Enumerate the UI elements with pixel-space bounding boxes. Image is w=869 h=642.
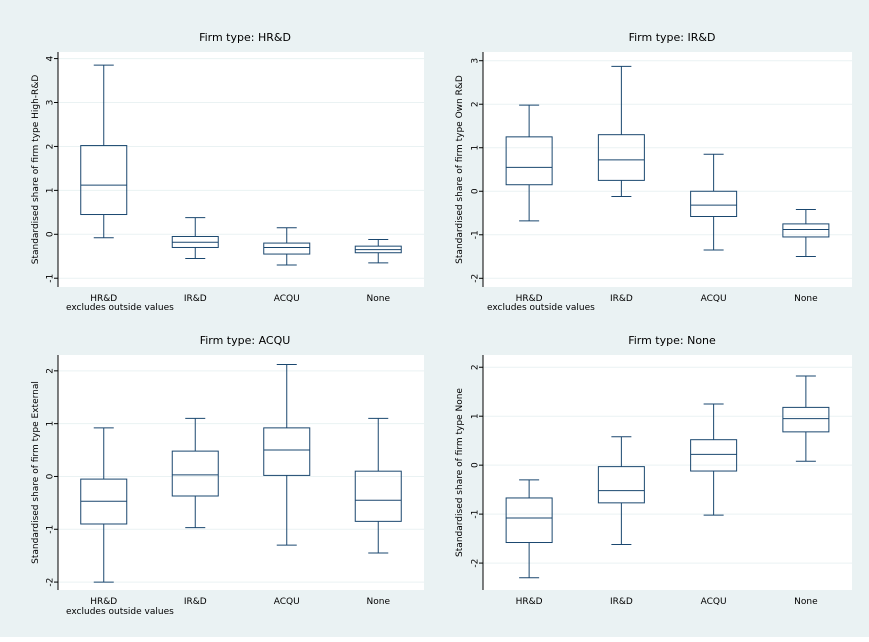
plot-area	[58, 355, 424, 590]
x-category-label: ACQU	[274, 294, 300, 304]
y-tick-label: 1	[46, 421, 56, 427]
box-iqr	[690, 190, 738, 218]
y-tick-label: -2	[471, 274, 481, 283]
plot-area	[483, 52, 852, 287]
y-tick-label: 4	[46, 55, 56, 61]
y-axis-label: Standardised share of firm type Own R&D	[455, 75, 465, 264]
y-tick-label: 2	[471, 364, 481, 370]
x-category-label: None	[367, 597, 391, 607]
plot-area	[483, 355, 852, 590]
box-iqr	[263, 427, 311, 476]
y-tick-label: 2	[471, 101, 481, 107]
y-axis-label: Standardised share of firm type External	[31, 381, 41, 564]
note-text: excludes outside values	[487, 303, 595, 313]
x-category-label: IR&D	[610, 597, 633, 607]
y-tick-label: -1	[46, 525, 56, 534]
y-tick-label: -2	[46, 578, 56, 587]
box-iqr	[505, 136, 553, 186]
panel-title: Firm type: None	[628, 334, 716, 347]
plot-area	[58, 52, 424, 287]
y-tick-label: 2	[46, 144, 56, 150]
box-iqr	[597, 134, 645, 181]
box-iqr	[171, 450, 219, 497]
x-category-label: None	[367, 294, 391, 304]
y-tick-label: 1	[46, 187, 56, 193]
x-category-label: None	[794, 597, 818, 607]
x-category-label: HR&D	[516, 597, 543, 607]
y-tick-label: 0	[46, 231, 56, 237]
y-axis-label: Standardised share of firm type None	[455, 388, 465, 557]
note-text: excludes outside values	[66, 303, 174, 313]
y-tick-label: 3	[46, 100, 56, 106]
box-iqr	[263, 242, 311, 255]
y-tick-label: 2	[46, 368, 56, 374]
y-tick-label: 1	[471, 145, 481, 151]
y-tick-label: 0	[471, 462, 481, 468]
x-category-label: IR&D	[184, 294, 207, 304]
panel-title: Firm type: IR&D	[629, 31, 716, 44]
y-tick-label: -1	[46, 274, 56, 283]
y-tick-label: -1	[471, 230, 481, 239]
x-category-label: IR&D	[184, 597, 207, 607]
y-tick-label: 1	[471, 413, 481, 419]
y-tick-label: -1	[471, 510, 481, 519]
box-iqr	[80, 145, 128, 216]
y-axis-label: Standardised share of firm type High-R&D	[31, 75, 41, 265]
panel-title: Firm type: ACQU	[200, 334, 291, 347]
x-category-label: HR&D	[90, 294, 117, 304]
box-iqr	[782, 223, 830, 238]
y-tick-label: 0	[471, 188, 481, 194]
box-iqr	[597, 466, 645, 504]
y-tick-label: -2	[471, 559, 481, 568]
box-iqr	[690, 439, 738, 472]
x-category-label: None	[794, 294, 818, 304]
box-iqr	[505, 497, 553, 544]
y-tick-label: 0	[46, 473, 56, 479]
box-iqr	[354, 470, 402, 522]
x-category-label: HR&D	[516, 294, 543, 304]
y-tick-label: 3	[471, 58, 481, 64]
x-category-label: IR&D	[610, 294, 633, 304]
x-category-label: ACQU	[701, 294, 727, 304]
note-text: excludes outside values	[66, 607, 174, 617]
box-iqr	[782, 406, 830, 433]
x-category-label: HR&D	[90, 597, 117, 607]
panel-title: Firm type: HR&D	[199, 31, 291, 44]
x-category-label: ACQU	[701, 597, 727, 607]
x-category-label: ACQU	[274, 597, 300, 607]
